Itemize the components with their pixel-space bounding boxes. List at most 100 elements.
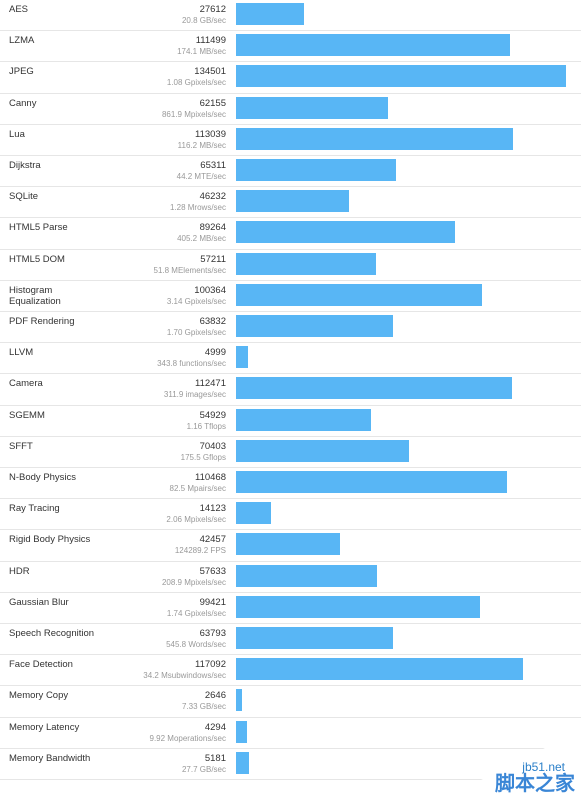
- score-label: 134501: [194, 66, 226, 78]
- row-label: Speech Recognition: [9, 628, 95, 639]
- row-label: Camera: [9, 378, 43, 390]
- chart-row: HTML5 DOM 57211 51.8 MElements/sec: [0, 250, 581, 281]
- row-label: LZMA: [9, 35, 35, 47]
- rate-label: 9.92 Moperations/sec: [149, 733, 227, 743]
- score-bar: [236, 283, 483, 306]
- chart-row: Rigid Body Physics 42457 124289.2 FPS: [0, 530, 581, 562]
- score-bar: [236, 159, 397, 181]
- score-label: 5181: [204, 752, 226, 764]
- row-label: Face Detection: [9, 659, 73, 671]
- rate-label: 208.9 Mpixels/sec: [161, 577, 226, 587]
- score-label: 27612: [199, 4, 226, 15]
- score-label: 63832: [199, 316, 226, 327]
- chart-row: Gaussian Blur 99421 1.74 Gpixels/sec: [0, 593, 581, 624]
- score-bar: [236, 252, 377, 275]
- rate-label: 1.16 Tflops: [186, 421, 226, 431]
- row-label: Memory Latency: [9, 721, 80, 733]
- score-bar: [236, 65, 566, 88]
- row-label: Histogram Equalization: [9, 284, 61, 307]
- row-label: HDR: [9, 565, 30, 577]
- score-label: 70403: [199, 440, 226, 452]
- chart-row: JPEG 134501 1.08 Gpixels/sec: [0, 62, 581, 94]
- chart-row: SGEMM 54929 1.16 Tflops: [0, 406, 581, 437]
- row-label: Rigid Body Physics: [9, 534, 91, 546]
- score-label: 117092: [195, 659, 226, 671]
- score-label: 113039: [195, 128, 226, 140]
- score-bar: [236, 471, 508, 493]
- row-label: Lua: [9, 128, 25, 140]
- chart-row: PDF Rendering 63832 1.70 Gpixels/sec: [0, 312, 581, 344]
- score-bar: [236, 34, 510, 57]
- score-bar: [236, 533, 341, 556]
- chart-row: Histogram Equalization 100364 3.14 Gpixels…: [0, 281, 581, 312]
- rate-label: 175.5 Gflops: [180, 452, 226, 462]
- rate-label: 3.14 Gpixels/sec: [166, 296, 226, 306]
- row-label: HTML5 Parse: [9, 222, 68, 234]
- rate-label: 1.70 Gpixels/sec: [166, 328, 226, 337]
- score-label: 4294: [204, 721, 226, 733]
- score-label: 46232: [199, 191, 226, 203]
- chart-row: SQLite 46232 1.28 Mrows/sec: [0, 187, 581, 219]
- score-label: 14123: [199, 503, 226, 515]
- rate-label: 34.2 Msubwindows/sec: [143, 671, 226, 681]
- score-bar: [236, 720, 247, 743]
- chart-row: LLVM 4999 343.8 functions/sec: [0, 343, 581, 375]
- score-bar: [236, 346, 249, 369]
- rate-label: 20.8 GB/sec: [181, 16, 226, 25]
- row-label: Memory Bandwidth: [9, 752, 91, 764]
- rate-label: 861.9 Mpixels/sec: [161, 109, 226, 119]
- chart-row: Memory Copy 2646 7.33 GB/sec: [0, 686, 581, 718]
- row-label: AES: [9, 4, 29, 15]
- score-label: 89264: [199, 222, 226, 234]
- score-label: 42457: [199, 534, 226, 546]
- score-bar: [236, 751, 249, 774]
- row-label: PDF Rendering: [9, 316, 75, 327]
- score-label: 57211: [200, 253, 226, 265]
- row-label: N-Body Physics: [9, 472, 77, 483]
- chart-row: N-Body Physics 110468 82.5 Mpairs/sec: [0, 468, 581, 500]
- score-label: 4999: [204, 347, 226, 359]
- row-label: SFFT: [9, 440, 33, 452]
- chart-row: SFFT 70403 175.5 Gflops: [0, 437, 581, 468]
- score-bar: [236, 96, 389, 119]
- score-label: 57633: [199, 565, 226, 577]
- chart-row: Canny 62155 861.9 Mpixels/sec: [0, 94, 581, 125]
- rate-label: 82.5 Mpairs/sec: [169, 484, 226, 493]
- score-bar: [236, 502, 271, 525]
- score-label: 99421: [199, 596, 226, 608]
- rate-label: 7.33 GB/sec: [181, 702, 226, 712]
- chart-row: Dijkstra 65311 44.2 MTE/sec: [0, 156, 581, 188]
- row-label: Gaussian Blur: [9, 596, 69, 608]
- rate-label: 124289.2 FPS: [174, 546, 226, 556]
- rate-label: 174.1 MB/sec: [177, 47, 226, 57]
- score-label: 63793: [199, 628, 226, 639]
- score-bar: [236, 408, 371, 431]
- chart-row: Lua 113039 116.2 MB/sec: [0, 125, 581, 156]
- chart-row: Face Detection 117092 34.2 Msubwindows/sec: [0, 655, 581, 687]
- rate-label: 2.06 Mpixels/sec: [166, 515, 226, 525]
- row-label: Canny: [9, 97, 37, 109]
- rate-label: 545.8 Words/sec: [166, 640, 226, 649]
- score-label: 100364: [194, 284, 226, 296]
- score-label: 111499: [195, 35, 226, 47]
- rate-label: 343.8 functions/sec: [157, 359, 226, 369]
- row-label: Dijkstra: [9, 160, 41, 171]
- score-bar: [236, 564, 378, 587]
- score-bar: [236, 221, 455, 244]
- score-bar: [236, 3, 304, 25]
- score-bar: [236, 689, 243, 712]
- score-bar: [236, 190, 350, 213]
- rate-label: 51.8 MElements/sec: [153, 265, 226, 275]
- score-label: 110468: [195, 472, 226, 483]
- chart-row: AES 27612 20.8 GB/sec: [0, 0, 581, 32]
- score-bar: [236, 595, 480, 618]
- score-bar: [236, 127, 514, 150]
- score-label: 65311: [200, 160, 226, 171]
- chart-row: LZMA 111499 174.1 MB/sec: [0, 31, 581, 63]
- rate-label: 311.9 images/sec: [163, 390, 226, 400]
- score-label: 62155: [199, 97, 226, 109]
- score-label: 54929: [199, 409, 226, 421]
- rate-label: 405.2 MB/sec: [177, 234, 226, 244]
- row-label: JPEG: [9, 66, 34, 78]
